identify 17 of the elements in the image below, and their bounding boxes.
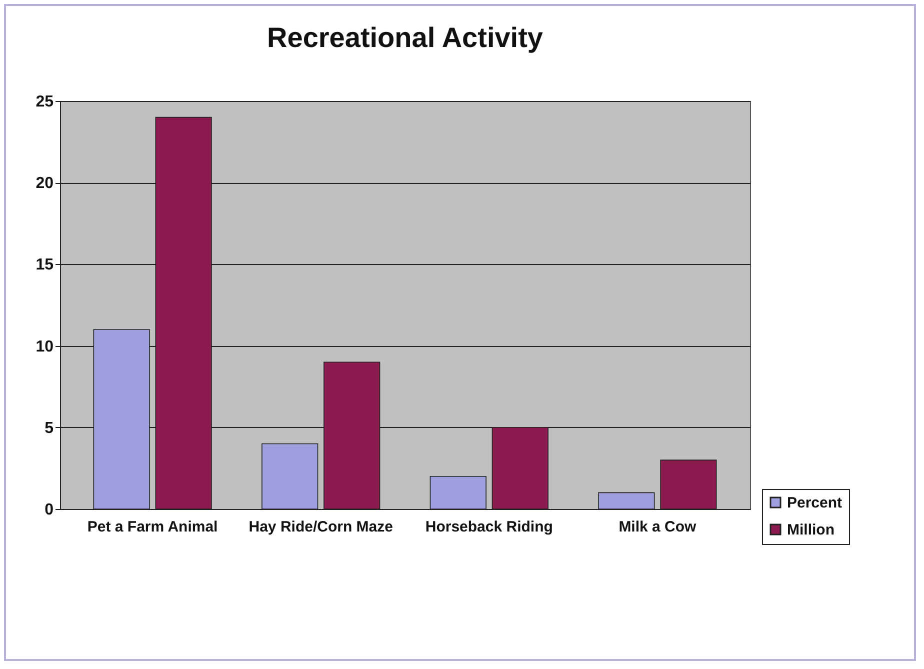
- y-tick-label: 15: [36, 256, 54, 274]
- y-tick-label: 10: [36, 338, 54, 356]
- bar: [660, 460, 717, 510]
- x-tick-label: Pet a Farm Animal: [87, 518, 218, 536]
- y-tick-label: 5: [44, 420, 54, 437]
- x-tick-label: Milk a Cow: [618, 518, 697, 536]
- legend-label: Percent: [787, 494, 842, 512]
- y-tick-label: 0: [44, 502, 54, 518]
- y-tick-label: 20: [36, 175, 54, 192]
- y-tick-label: 25: [36, 94, 54, 110]
- bar: [262, 443, 318, 510]
- chart-title: Recreational Activity: [267, 22, 544, 53]
- x-tick-label: Hay Ride/Corn Maze: [248, 518, 393, 536]
- bar: [598, 492, 655, 510]
- bar: [430, 476, 486, 510]
- legend-label: Million: [787, 522, 834, 538]
- x-tick-label: Horseback Riding: [425, 518, 553, 536]
